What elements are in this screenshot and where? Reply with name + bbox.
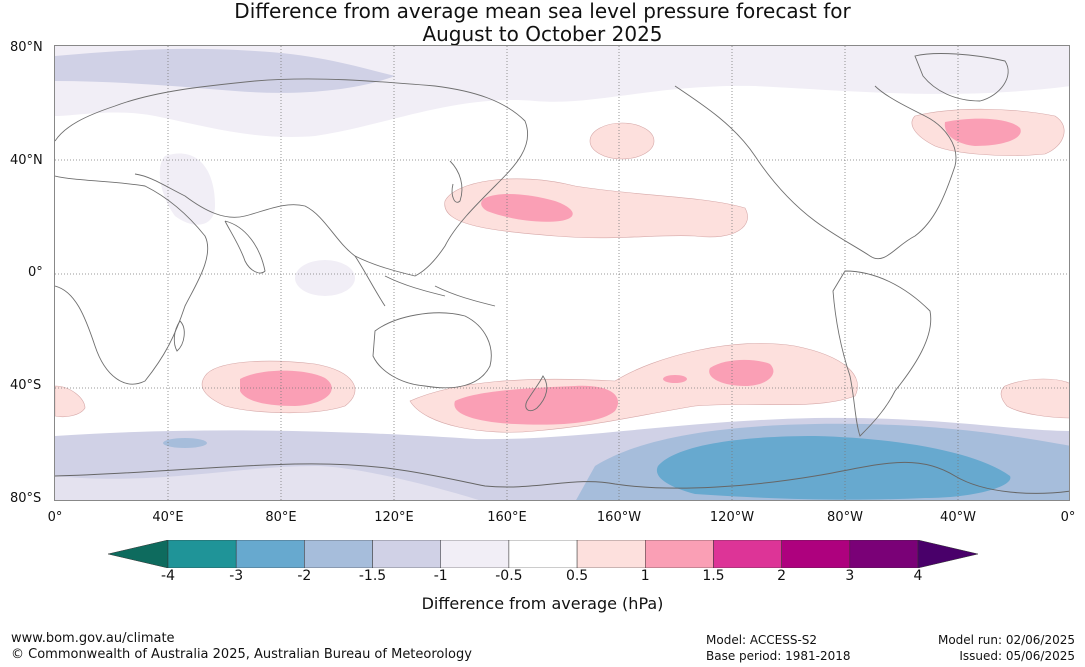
legend-tick-label: 1 [640, 568, 650, 584]
indian-ocean-neutral [295, 260, 355, 296]
legend-tick-label: 0.5 [565, 568, 589, 584]
legend-swatch [440, 540, 510, 568]
legend-swatch [508, 540, 578, 568]
lon-label-160w: 160°W [596, 510, 642, 525]
legend-swatch [576, 540, 646, 568]
title-line-1: Difference from average mean sea level p… [234, 0, 851, 23]
lon-label-80e: 80°E [265, 510, 297, 525]
lat-label-0: 0° [28, 265, 43, 280]
footer-right: Model run: 02/06/2025 Issued: 05/06/2025 [938, 632, 1075, 664]
lat-label-40n: 40°N [10, 153, 43, 168]
legend-colorbar [108, 540, 978, 568]
europe-asia-coast [55, 78, 529, 277]
southern-band-lighter [55, 466, 479, 500]
japan-coast [449, 160, 463, 203]
tasman-high-core [454, 385, 619, 425]
legend-tick-label: 4 [913, 568, 923, 584]
australia-coast [372, 312, 492, 389]
africa-coast [55, 175, 209, 385]
issued-date: Issued: 05/06/2025 [959, 649, 1075, 663]
legend-swatch [645, 540, 714, 568]
legend-swatch [235, 540, 305, 568]
model-run-date: Model run: 02/06/2025 [937, 633, 1075, 647]
south-indian-high-core [240, 370, 332, 406]
legend-tick-label: 2 [777, 568, 787, 584]
greenland-coast [914, 53, 1009, 102]
south-indian-low-patch [163, 438, 207, 448]
legend-swatch [781, 540, 851, 568]
siberia-low [55, 48, 395, 93]
legend-tick-label: -1.5 [358, 568, 387, 584]
lon-label-40e: 40°E [152, 510, 184, 525]
legend-tick-label: -4 [161, 568, 175, 584]
lon-label-160e: 160°E [487, 510, 527, 525]
lon-label-0-west: 0° [47, 510, 63, 525]
legend-tick-label: 1.5 [702, 568, 725, 584]
north-pacific-east-high [589, 122, 655, 160]
india-coast [224, 220, 266, 274]
map-title: Difference from average mean sea level p… [0, 0, 1085, 46]
legend-swatch [167, 540, 237, 568]
lon-label-80w: 80°W [827, 510, 863, 525]
lon-label-120w: 120°W [709, 510, 755, 525]
base-period: Base period: 1981-2018 [706, 649, 851, 663]
lon-label-120e: 120°E [374, 510, 414, 525]
graticule [55, 46, 1069, 500]
north-pacific-high-outer [444, 178, 748, 239]
legend-label: Difference from average (hPa) [421, 594, 664, 613]
south-america-coast [832, 270, 932, 437]
legend-swatch [372, 540, 441, 568]
lat-label-40s: 40°S [10, 378, 42, 393]
legend-tick-label: -1 [433, 568, 448, 584]
legend-swatch [713, 540, 782, 568]
legend-tick-label: 3 [845, 568, 855, 584]
greenland-neutral [615, 46, 1069, 88]
model-name: Model: ACCESS-S2 [706, 633, 818, 647]
legend-swatch [304, 540, 373, 568]
legend-tick-label: -3 [229, 568, 244, 584]
footer-middle: Model: ACCESS-S2 Base period: 1981-2018 [706, 632, 851, 664]
legend-extend-high [917, 540, 978, 568]
lat-label-80s: 80°S [10, 491, 42, 506]
lat-label-80n: 80°N [10, 40, 43, 55]
south-pacific-east-patch [663, 375, 687, 383]
north-america-coast [674, 85, 957, 259]
legend-tick-label: -0.5 [495, 568, 523, 584]
southern-ocean-low-core [656, 436, 1011, 500]
footer-left: www.bom.gov.au/climate © Commonwealth of… [11, 631, 472, 663]
copyright-text: © Commonwealth of Australia 2025, Austra… [11, 647, 472, 662]
legend-extend-low [108, 540, 169, 568]
anomaly-map [54, 45, 1070, 501]
legend-tick-label: -2 [297, 568, 312, 584]
south-pacific-east-core [709, 359, 774, 386]
lon-label-0-east: 0° [1060, 510, 1076, 525]
title-line-2: August to October 2025 [422, 22, 663, 46]
antarctica-coast [55, 461, 1069, 494]
map-svg [55, 46, 1069, 500]
south-atlantic-high [1000, 378, 1069, 419]
madagascar-coast [173, 320, 185, 352]
legend-swatch [849, 540, 919, 568]
southeast-asia-coast [354, 255, 496, 307]
coastlines [55, 53, 1009, 437]
south-africa-high [55, 385, 86, 418]
north-atlantic-high-core [944, 118, 1021, 146]
lon-label-40w: 40°W [940, 510, 976, 525]
north-pacific-high-core [481, 194, 573, 222]
site-link[interactable]: www.bom.gov.au/climate [11, 631, 175, 646]
